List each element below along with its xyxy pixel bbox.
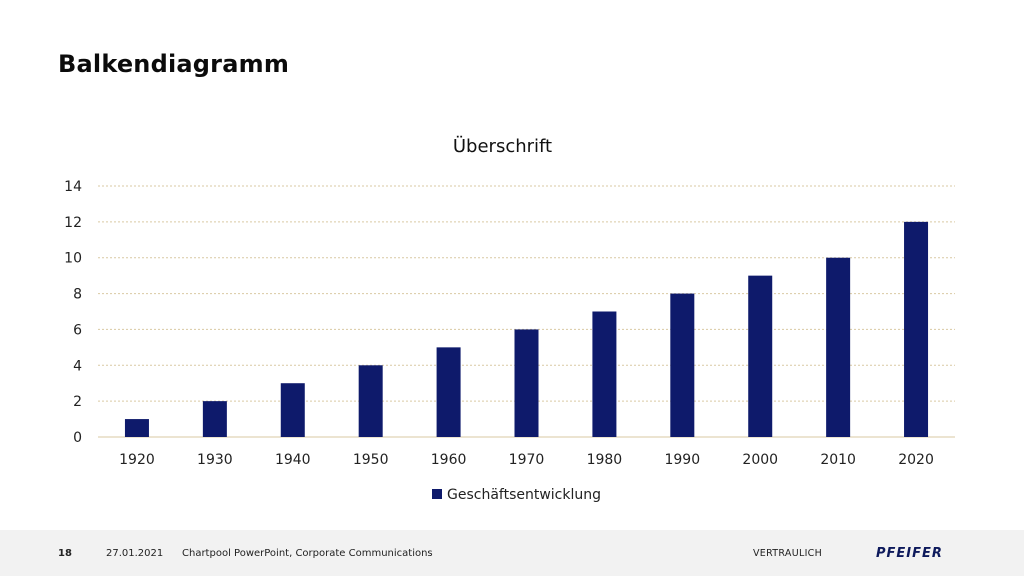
- x-tick-label: 2010: [820, 452, 856, 468]
- bar-2000: [748, 275, 773, 437]
- y-tick-label: 14: [64, 179, 82, 195]
- y-tick-label: 4: [73, 358, 82, 374]
- slide-title: Balkendiagramm: [58, 50, 290, 78]
- legend-label: Geschäftsentwicklung: [447, 487, 601, 503]
- bar-1950: [358, 365, 383, 437]
- x-tick-label: 1990: [664, 452, 700, 468]
- x-tick-label: 1960: [431, 452, 467, 468]
- chart-title: Überschrift: [453, 135, 552, 157]
- x-tick-label: 1950: [353, 452, 389, 468]
- page-number: 18: [58, 548, 72, 559]
- x-tick-label: 1930: [197, 452, 233, 468]
- confidentiality-label: VERTRAULICH: [753, 548, 823, 559]
- y-tick-label: 2: [73, 394, 82, 410]
- footer-source: Chartpool PowerPoint, Corporate Communic…: [182, 548, 433, 559]
- y-tick-label: 10: [64, 251, 82, 267]
- chart-area: Überschrift 0 2 4 6 8 10 12 14 1920 1930 1940 1950 19…: [64, 135, 955, 503]
- bar-1930: [202, 401, 227, 437]
- x-tick-label: 1940: [275, 452, 311, 468]
- bar-1970: [514, 329, 539, 437]
- y-tick-label: 8: [73, 287, 82, 303]
- bar-2010: [826, 257, 851, 437]
- footer-bar: 18 27.01.2021 Chartpool PowerPoint, Corp…: [0, 530, 1024, 576]
- bar-1920: [124, 419, 149, 437]
- y-tick-label: 0: [73, 430, 82, 446]
- company-logo: PFEIFER: [876, 546, 943, 561]
- bar-1940: [280, 383, 305, 437]
- x-tick-label: 2020: [898, 452, 934, 468]
- bar-chart: Überschrift 0 2 4 6 8 10 12 14 1920 1930 1940 1950 19…: [64, 135, 955, 503]
- x-tick-label: 1970: [509, 452, 545, 468]
- bar-1960: [436, 347, 461, 437]
- legend-swatch: [432, 489, 442, 499]
- bar-1980: [592, 311, 617, 437]
- x-tick-label: 1980: [587, 452, 623, 468]
- footer-date: 27.01.2021: [106, 548, 164, 559]
- x-tick-label: 1920: [119, 452, 155, 468]
- x-tick-label: 2000: [742, 452, 778, 468]
- bar-2020: [904, 221, 929, 437]
- bar-1990: [670, 293, 695, 437]
- y-tick-label: 12: [64, 215, 82, 231]
- y-tick-label: 6: [73, 322, 82, 338]
